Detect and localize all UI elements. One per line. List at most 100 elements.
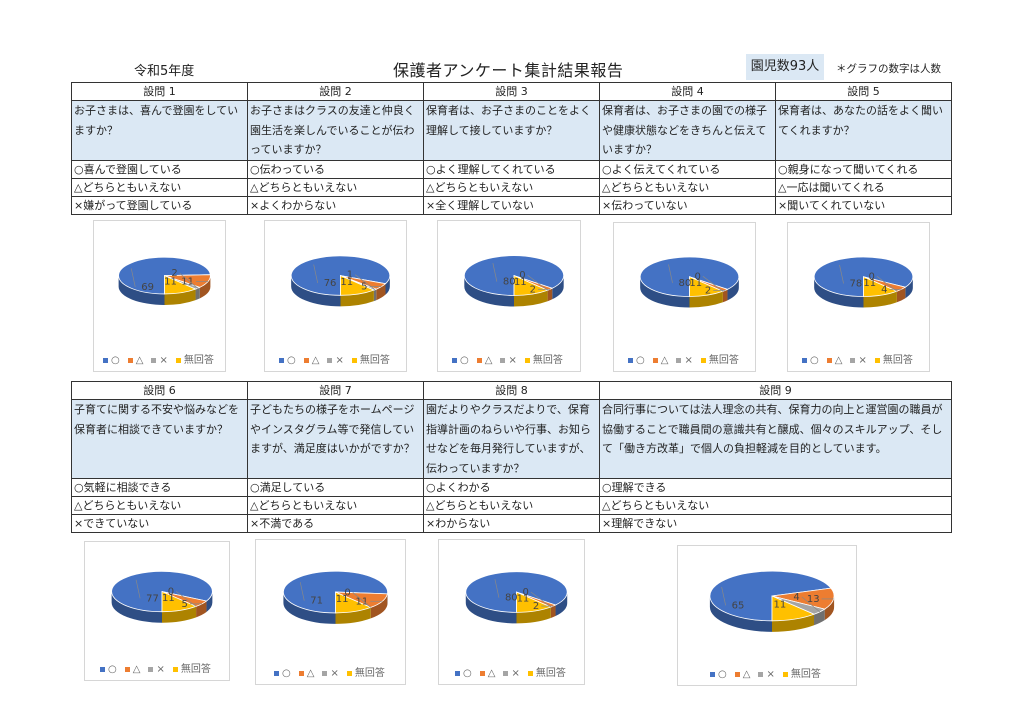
legend-item: ○ [628, 355, 645, 366]
legend-swatch [782, 671, 788, 677]
option-cell: ○満足している [247, 478, 424, 497]
pie-slice-○ [709, 570, 832, 622]
pie-chart-9: 65 13 4 11 ○ △ × 無回答 [677, 545, 857, 686]
leader-line [313, 264, 319, 284]
pie-slice-side [547, 288, 553, 302]
chart-legend: ○ △ × 無回答 [452, 351, 571, 366]
data-label: 11 [164, 276, 177, 287]
question-title-row: 設問 6 設問 7 設問 8 設問 9 [71, 381, 952, 400]
pie-slice-side [199, 275, 211, 299]
pie-chart-7: 71 11 0 11 ○ △ × 無回答 [255, 539, 406, 685]
option-row: ×できていない ×不満である ×わからない ×理解できない [71, 514, 952, 533]
legend-item: △ [734, 669, 751, 680]
legend-label: 無回答 [180, 664, 211, 675]
legend-swatch [874, 357, 880, 363]
leader-line [527, 274, 548, 291]
data-label: 11 [774, 599, 787, 610]
data-label: 11 [514, 277, 527, 288]
data-label: 2 [705, 285, 711, 296]
legend-item: △ [476, 355, 492, 366]
legend-swatch [452, 357, 457, 363]
legend-label: ○ [463, 668, 472, 679]
pie-slice-side [195, 287, 200, 301]
legend-label: ○ [810, 355, 819, 366]
data-label: 4 [793, 592, 799, 603]
pie-slice-side [722, 289, 728, 303]
pie-slice-side [370, 593, 388, 619]
option-cell: △どちらともいえない [247, 178, 424, 197]
legend-label: ○ [636, 355, 645, 366]
pie-slice-side [550, 605, 556, 619]
pie-chart-1: 69 11 2 11 ○ △ × 無回答 [93, 220, 226, 372]
data-label: 80 [679, 278, 692, 289]
pie-chart-6: 77 5 0 11 ○ △ × 無回答 [84, 541, 230, 681]
legend-label: △ [135, 355, 144, 366]
pie-slice-side [689, 291, 723, 308]
legend-item: 無回答 [175, 355, 214, 366]
legend-swatch [503, 670, 509, 676]
pie-slice-side [824, 595, 835, 621]
option-cell: ○よくわかる [423, 478, 600, 497]
option-cell: ○伝わっている [247, 160, 424, 179]
option-cell: ○親身になって聞いてくれる [775, 160, 952, 179]
pie-slice-side [814, 276, 864, 308]
legend-label: × [335, 355, 344, 366]
option-cell: ×嫌がって登園している [71, 196, 248, 215]
legend-label: △ [742, 669, 751, 680]
legend-item: ○ [100, 664, 117, 675]
question-text: 保育者は、お子さまのことをよく理解して接していますか？ [423, 100, 600, 161]
question-title: 設問 6 [71, 381, 248, 400]
legend-swatch [303, 357, 309, 363]
option-cell: ×聞いてくれていない [775, 196, 952, 215]
legend-item: × [151, 355, 168, 366]
data-label: 11 [356, 596, 369, 607]
data-label: 5 [181, 599, 187, 610]
pie-slice-side [162, 606, 197, 623]
question-text: 保育者は、あなたの話をよく聞いてくれますか？ [775, 100, 952, 161]
legend-label: × [684, 355, 693, 366]
legend-label: ○ [460, 355, 469, 366]
legend-item: × [322, 668, 339, 679]
legend-label: × [159, 355, 168, 366]
legend-item: × [676, 355, 693, 366]
option-row: ○気軽に相談できる ○満足している ○よくわかる ○理解できる [71, 478, 952, 497]
legend-label: 無回答 [359, 355, 390, 366]
pie-slice-side [863, 291, 897, 308]
chart-legend: ○ △ × 無回答 [628, 351, 747, 366]
chart-legend: ○ △ × 無回答 [103, 351, 222, 366]
option-cell: △一応は聞いてくれる [775, 178, 952, 197]
question-table-6-9: 設問 6 設問 7 設問 8 設問 9 子育てに関する不安や悩みなどを保育者に相… [71, 381, 952, 533]
legend-label: ○ [718, 669, 727, 680]
leader-line [668, 264, 673, 283]
legend-item: ○ [710, 669, 727, 680]
legend-label: 無回答 [532, 355, 563, 366]
option-cell: △どちらともいえない [71, 496, 248, 515]
option-row: △どちらともいえない △どちらともいえない △どちらともいえない △どちらともい… [71, 496, 952, 515]
option-cell: ×伝わっていない [599, 196, 776, 215]
legend-swatch [850, 357, 856, 363]
leader-line [492, 263, 498, 282]
pie-chart-svg: 65 13 4 11 [709, 570, 835, 632]
option-cell: ×わからない [423, 514, 600, 533]
legend-item: × [758, 669, 775, 680]
leader-line [352, 592, 371, 608]
data-label: 0 [522, 587, 528, 598]
data-label: 11 [689, 278, 702, 289]
pie-slice-side [896, 287, 906, 303]
data-label: 11 [517, 594, 530, 605]
leader-line [175, 591, 197, 607]
chart-legend: ○ △ × 無回答 [100, 660, 219, 675]
question-title: 設問 9 [599, 381, 952, 400]
question-title: 設問 8 [423, 381, 600, 400]
pie-slice-side [335, 607, 371, 624]
legend-label: 無回答 [535, 668, 566, 679]
data-label: 0 [168, 586, 174, 597]
data-label: 80 [503, 277, 516, 288]
pie-slice-side [905, 276, 913, 299]
data-label: 71 [310, 596, 323, 607]
legend-swatch [298, 670, 304, 676]
option-cell: ×理解できない [599, 514, 952, 533]
pie-slice-side [727, 276, 739, 301]
